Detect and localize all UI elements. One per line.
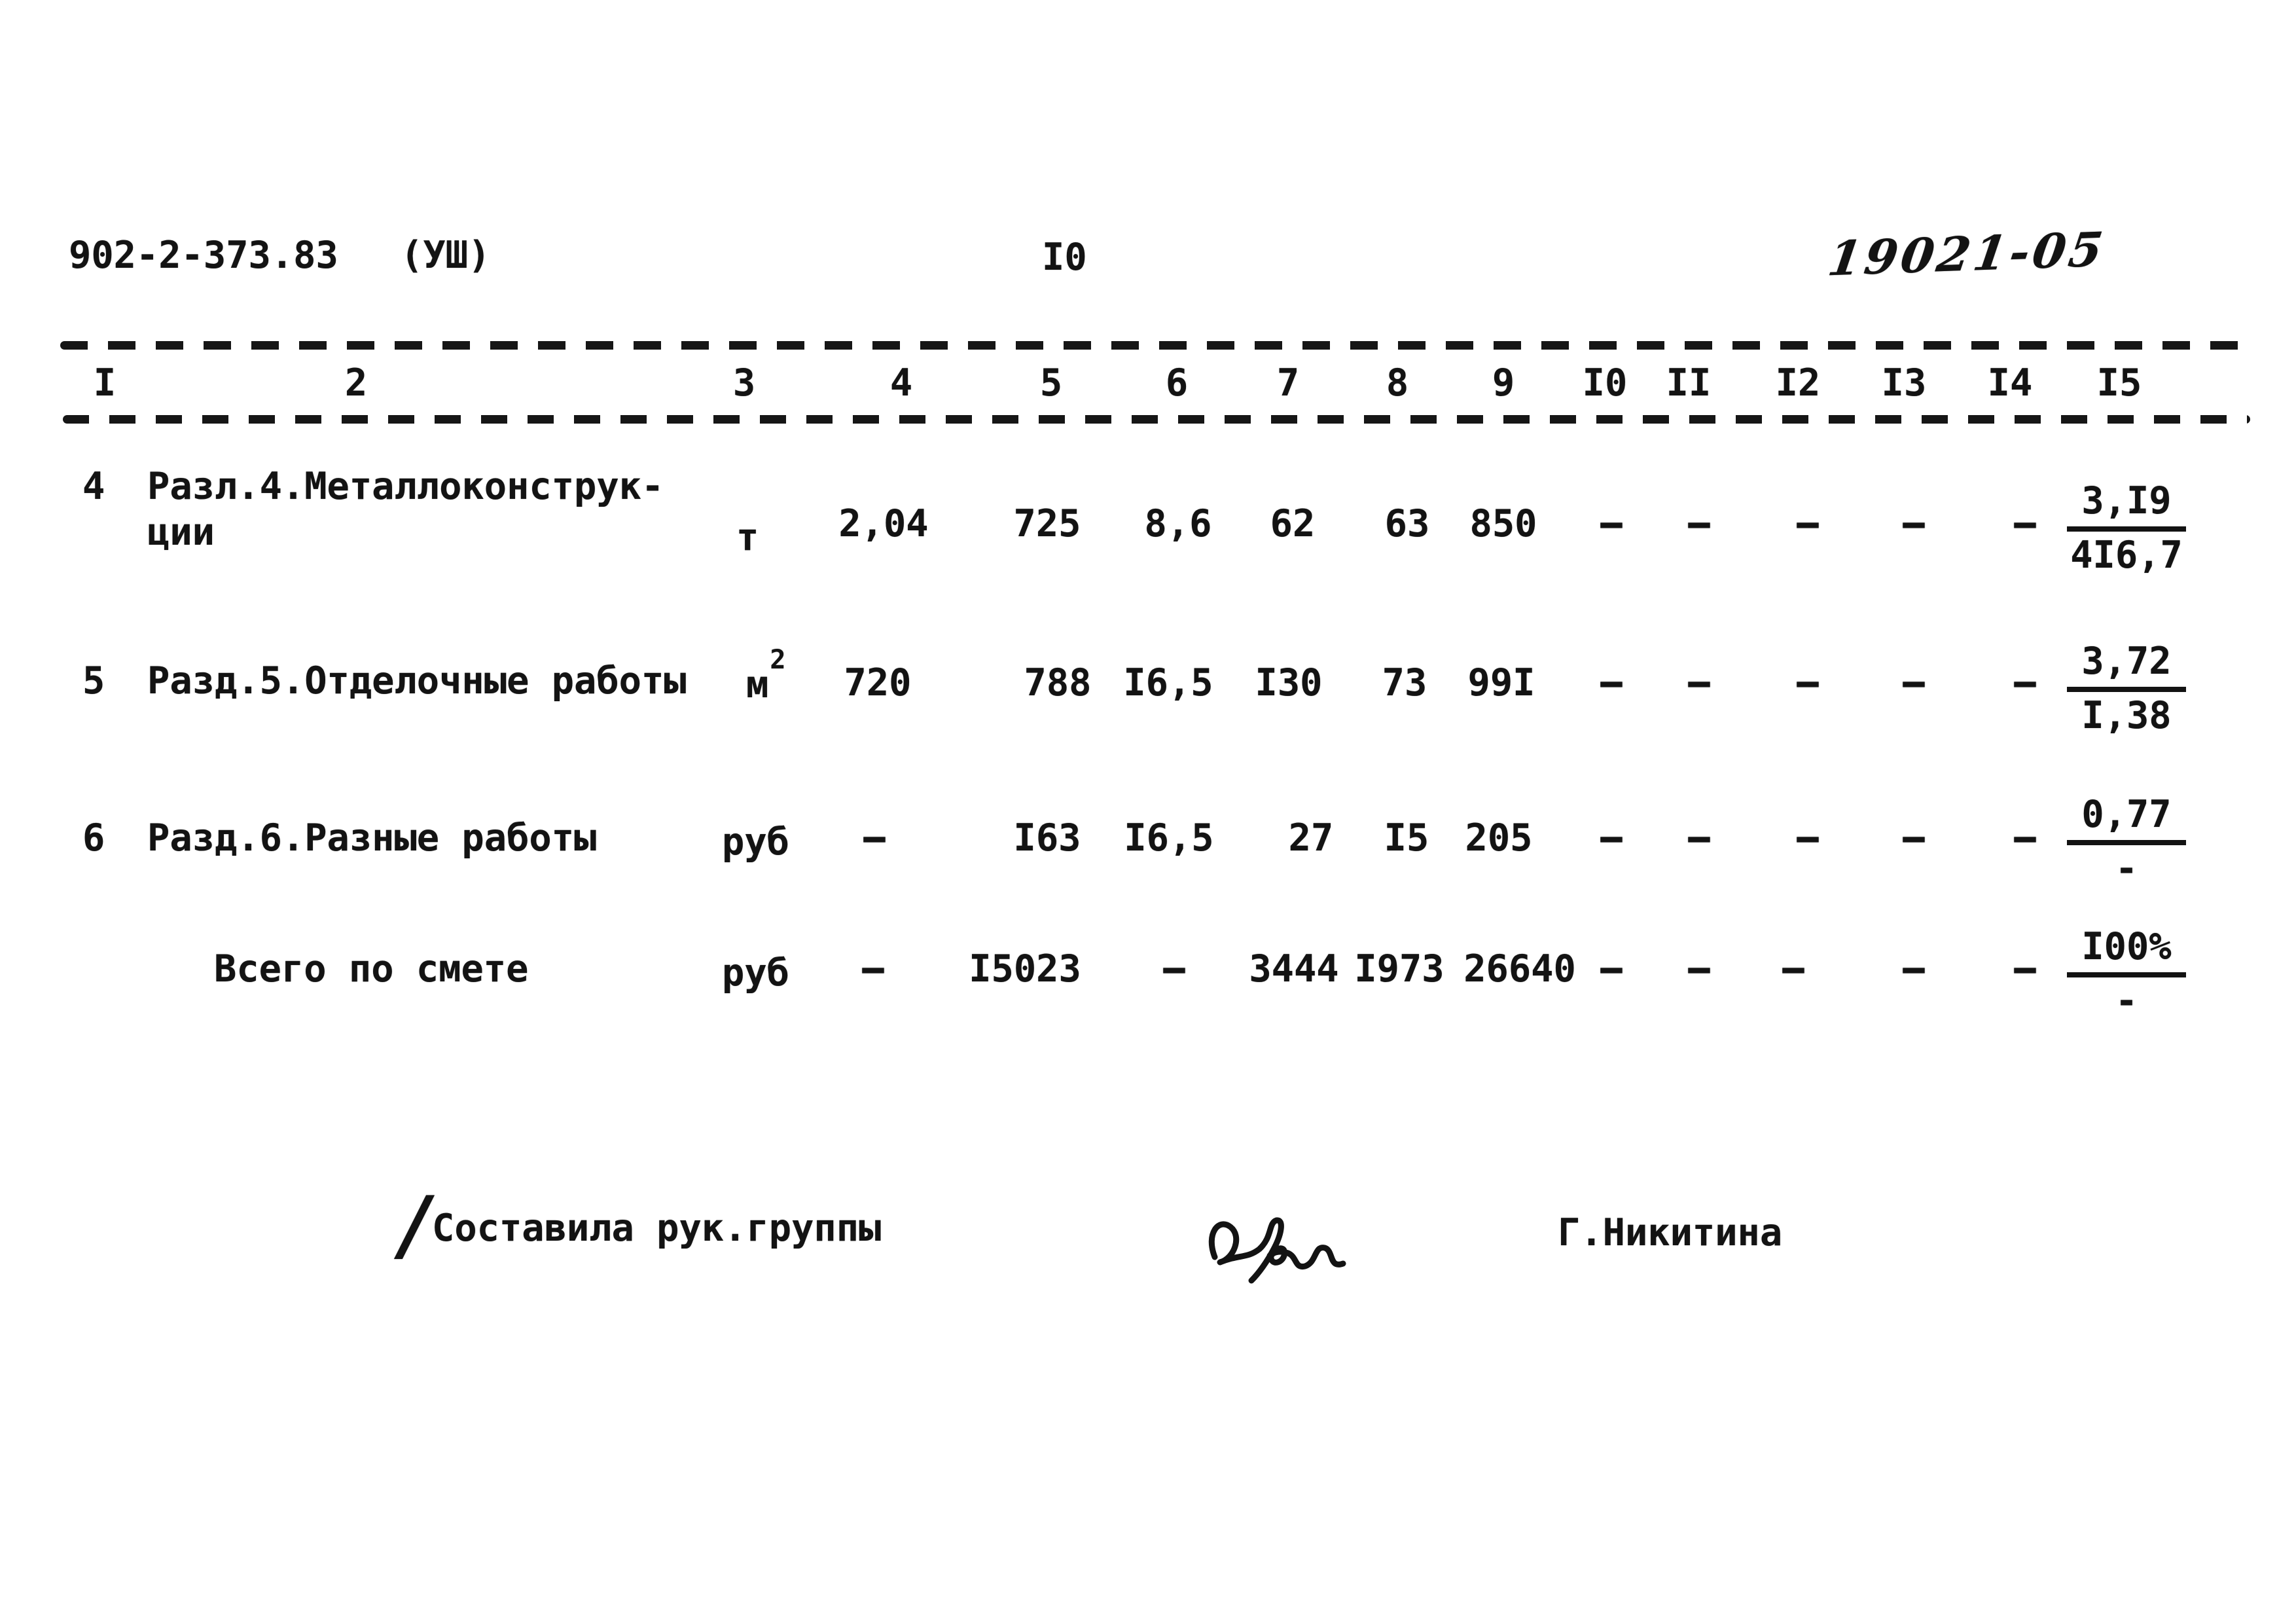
ratio-denominator: - <box>2115 979 2138 1023</box>
ratio-numerator: 3,72 <box>2067 643 2186 692</box>
dash-cell-12: - <box>1786 502 1829 545</box>
col-header-10: I0 <box>1582 361 1628 405</box>
ratio-denominator: - <box>2115 847 2138 890</box>
dash-cell-10: - <box>1590 502 1633 545</box>
dashed-rule-bottom <box>63 415 2250 424</box>
dash-cell-10: - <box>1590 661 1633 704</box>
dashed-rule-top <box>60 341 2248 350</box>
cell-col5: 725 <box>1013 502 1081 545</box>
cell-col8: I5 <box>1384 816 1429 860</box>
prepared-by-label: Составила рук.группы <box>432 1207 882 1250</box>
cell-col6: 8,6 <box>1144 502 1212 545</box>
dash-cell-11: - <box>1677 947 1721 991</box>
cell-col6: I6,5 <box>1124 816 1214 860</box>
cell-col7: I30 <box>1255 661 1323 704</box>
dash-cell-14: - <box>2003 816 2047 860</box>
cell-col5: I63 <box>1013 816 1081 860</box>
dash-cell-12: - <box>1786 661 1829 704</box>
col-header-3: 3 <box>732 361 756 405</box>
row-title-line1: Разд.5.Отделочные работы <box>147 659 687 702</box>
total-label: Всего по смете <box>214 947 529 991</box>
row-title-line1: Разл.4.Металлоконструк- <box>147 465 664 508</box>
cell-qty: 2,04 <box>838 502 929 545</box>
ratio-denominator: 4I6,7 <box>2070 534 2183 577</box>
dash-cell-12: - <box>1786 816 1829 860</box>
dash-cell-11: - <box>1677 502 1721 545</box>
dash-cell-11: - <box>1677 816 1721 860</box>
cell-col8: I973 <box>1354 947 1444 991</box>
doc-variant: (УШ) <box>401 234 491 277</box>
unit-cell: м2 <box>746 645 786 706</box>
col-header-15: I5 <box>2096 361 2142 405</box>
unit-cell: руб <box>722 951 789 994</box>
dash-cell-13: - <box>1892 502 1935 545</box>
cell-col8: 73 <box>1382 661 1427 704</box>
col-header-13: I3 <box>1881 361 1927 405</box>
handwritten-slash-mark: / <box>394 1180 441 1270</box>
ratio-cell: 3,72 I,38 <box>2067 643 2186 735</box>
col-header-8: 8 <box>1386 361 1409 405</box>
ratio-cell: 0,77 - <box>2067 796 2186 888</box>
ratio-numerator: 3,I9 <box>2067 483 2186 532</box>
cell-col7: 3444 <box>1249 947 1339 991</box>
cell-col7: 27 <box>1288 816 1334 860</box>
row-title-line2: ции <box>147 511 215 554</box>
dash-cell-12: - <box>1772 947 1815 991</box>
ratio-numerator: I00% <box>2067 928 2186 977</box>
cell-qty: - <box>853 816 896 860</box>
unit-superscript: 2 <box>770 645 786 675</box>
dash-cell-11: - <box>1677 661 1721 704</box>
dash-cell-14: - <box>2003 502 2047 545</box>
cell-col5: 788 <box>1024 661 1092 704</box>
cell-qty: - <box>852 947 895 991</box>
dash-cell-14: - <box>2003 947 2047 991</box>
unit-cell: руб <box>722 820 789 864</box>
prepared-by-name: Г.Никитина <box>1558 1211 1783 1254</box>
ratio-numerator: 0,77 <box>2067 796 2186 845</box>
col-header-14: I4 <box>1987 361 2033 405</box>
dash-cell-10: - <box>1590 816 1633 860</box>
col-header-5: 5 <box>1039 361 1063 405</box>
row-number: 6 <box>82 816 105 860</box>
col-header-4: 4 <box>889 361 913 405</box>
cell-col6: - <box>1153 947 1196 991</box>
col-header-11: II <box>1666 361 1712 405</box>
col-header-2: 2 <box>344 361 368 405</box>
cell-col9: 99I <box>1467 661 1535 704</box>
doc-code: 902-2-373.83 <box>69 234 338 277</box>
dash-cell-13: - <box>1892 947 1935 991</box>
dash-cell-10: - <box>1590 947 1633 991</box>
col-header-7: 7 <box>1276 361 1300 405</box>
row-title-line1: Разд.6.Разные работы <box>147 816 597 860</box>
ratio-cell: I00% - <box>2067 928 2186 1020</box>
dash-cell-13: - <box>1892 661 1935 704</box>
col-header-6: 6 <box>1165 361 1189 405</box>
cell-col8: 63 <box>1384 502 1430 545</box>
cell-col5: I5023 <box>969 947 1081 991</box>
ratio-cell: 3,I9 4I6,7 <box>2067 483 2186 574</box>
col-header-1: I <box>93 361 117 405</box>
ratio-denominator: I,38 <box>2081 694 2172 737</box>
cell-qty: 720 <box>844 661 912 704</box>
cell-col9: 205 <box>1465 816 1533 860</box>
cell-col9: 26640 <box>1463 947 1576 991</box>
cell-col6: I6,5 <box>1123 661 1213 704</box>
signature-scribble <box>1208 1217 1346 1284</box>
col-header-9: 9 <box>1492 361 1515 405</box>
page-number: I0 <box>1042 236 1087 279</box>
row-number: 5 <box>82 659 105 702</box>
col-header-12: I2 <box>1775 361 1821 405</box>
cell-col7: 62 <box>1270 502 1316 545</box>
row-number: 4 <box>82 465 105 508</box>
unit-cell: т <box>736 516 759 559</box>
dash-cell-13: - <box>1892 816 1935 860</box>
cell-col9: 850 <box>1469 502 1537 545</box>
dash-cell-14: - <box>2003 661 2047 704</box>
handwritten-code: 19021-05 <box>1824 221 2109 287</box>
